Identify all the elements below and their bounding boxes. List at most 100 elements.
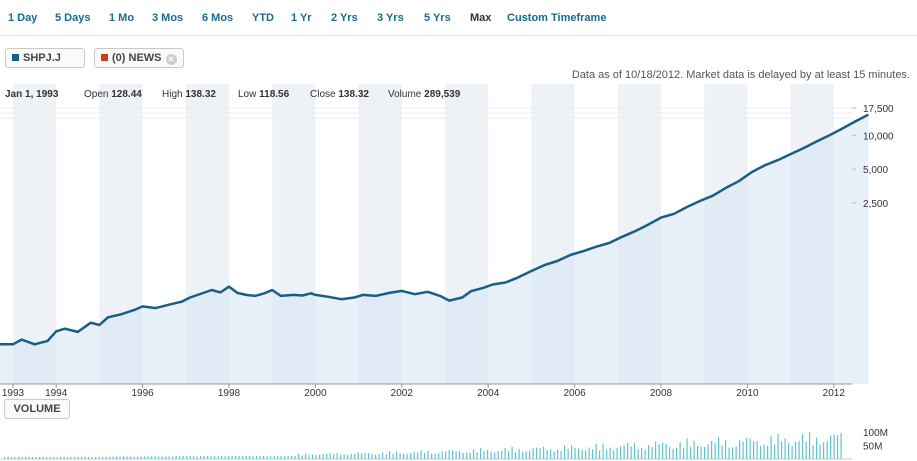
volume-bar (623, 445, 625, 459)
close-icon[interactable]: × (165, 54, 177, 65)
volume-bar (798, 441, 800, 459)
volume-bar (452, 450, 454, 459)
volume-bar (781, 441, 783, 459)
volume-bar (707, 444, 709, 459)
volume-bar (214, 456, 216, 459)
volume-bar (620, 446, 622, 459)
volume-bar (256, 456, 258, 459)
timeframe-3-mos[interactable]: 3 Mos (152, 12, 184, 24)
volume-bar (571, 445, 573, 459)
volume-bar (368, 453, 370, 459)
volume-bar (228, 456, 230, 459)
volume-bar (371, 453, 373, 459)
volume-bar (172, 456, 174, 459)
volume-bar (609, 447, 611, 459)
volume-bar (294, 456, 296, 459)
volume-bar (326, 453, 328, 459)
volume-bar (746, 437, 748, 459)
volume-bar (791, 445, 793, 459)
volume-bar (812, 445, 814, 459)
volume-toggle-button[interactable]: VOLUME (4, 399, 70, 419)
volume-bar (46, 456, 48, 459)
volume-bar (823, 442, 825, 459)
volume-bar (711, 440, 713, 459)
symbol-button[interactable]: SHPJ.J (5, 48, 85, 68)
symbol-label: SHPJ.J (23, 52, 61, 64)
volume-bar (186, 456, 188, 459)
volume-bar (574, 447, 576, 459)
volume-bar (56, 456, 58, 459)
ohlc-low: Low 118.56 (238, 89, 290, 100)
volume-bar (88, 456, 90, 459)
volume-bar (725, 440, 727, 459)
timeframe-3-yrs[interactable]: 3 Yrs (377, 12, 404, 24)
x-tick-label: 2012 (823, 388, 846, 399)
volume-bar (35, 456, 37, 459)
volume-bar (158, 456, 160, 459)
news-button[interactable]: (0) NEWS × (94, 48, 184, 68)
volume-bar (763, 444, 765, 459)
volume-bar (536, 447, 538, 459)
volume-bar (641, 447, 643, 459)
volume-bar (721, 445, 723, 459)
volume-bar (522, 451, 524, 459)
volume-bar (413, 451, 415, 459)
volume-bar (189, 456, 191, 459)
volume-bar (802, 434, 804, 459)
volume-bar (756, 441, 758, 459)
volume-bar (417, 452, 419, 459)
timeframe-2-yrs[interactable]: 2 Yrs (331, 12, 358, 24)
timeframe-max[interactable]: Max (470, 12, 492, 24)
timeframe-5-days[interactable]: 5 Days (55, 12, 91, 24)
volume-bar (543, 446, 545, 459)
x-tick-label: 2002 (391, 388, 414, 399)
volume-bar (564, 445, 566, 459)
volume-bar (672, 448, 674, 459)
volume-bar (133, 456, 135, 459)
y-tick-label: 10,000 (863, 131, 894, 142)
volume-bar (511, 446, 513, 459)
volume-bar (249, 456, 251, 459)
volume-bar (343, 454, 345, 459)
volume-bar (525, 451, 527, 459)
volume-bar (462, 452, 464, 459)
volume-bar (231, 456, 233, 459)
timeframe-6-mos[interactable]: 6 Mos (202, 12, 234, 24)
volume-bar (826, 441, 828, 459)
timeframe-1-day[interactable]: 1 Day (8, 12, 38, 24)
timeframe-1-mo[interactable]: 1 Mo (109, 12, 135, 24)
timeframe-1-yr[interactable]: 1 Yr (291, 12, 312, 24)
volume-bar (98, 456, 100, 459)
volume-bar (84, 456, 86, 459)
ohlc-close: Close 138.32 (310, 89, 369, 100)
x-tick-label: 2008 (650, 388, 673, 399)
volume-bar (200, 456, 202, 459)
x-tick-label: 1996 (131, 388, 154, 399)
volume-bar (319, 454, 321, 459)
volume-bar (816, 437, 818, 459)
volume-bar (599, 450, 601, 459)
timeframe-custom-timeframe[interactable]: Custom Timeframe (507, 12, 607, 24)
volume-bar (487, 449, 489, 459)
volume-bar (532, 448, 534, 459)
price-area (0, 114, 869, 384)
volume-bar (32, 456, 34, 459)
timeframe-ytd[interactable]: YTD (252, 12, 274, 24)
volume-bar (298, 453, 300, 459)
volume-bar (182, 456, 184, 459)
volume-bar (63, 456, 65, 459)
volume-bar (480, 448, 482, 459)
volume-bar (669, 447, 671, 459)
volume-bar (445, 451, 447, 459)
volume-bar (809, 431, 811, 459)
volume-bar (291, 456, 293, 459)
volume-bar (280, 456, 282, 459)
symbol-swatch (12, 54, 19, 61)
volume-bar (410, 452, 412, 459)
volume-bar (627, 442, 629, 459)
timeframe-5-yrs[interactable]: 5 Yrs (424, 12, 451, 24)
volume-bar (830, 435, 832, 459)
volume-bar (70, 456, 72, 459)
volume-bar (382, 452, 384, 459)
